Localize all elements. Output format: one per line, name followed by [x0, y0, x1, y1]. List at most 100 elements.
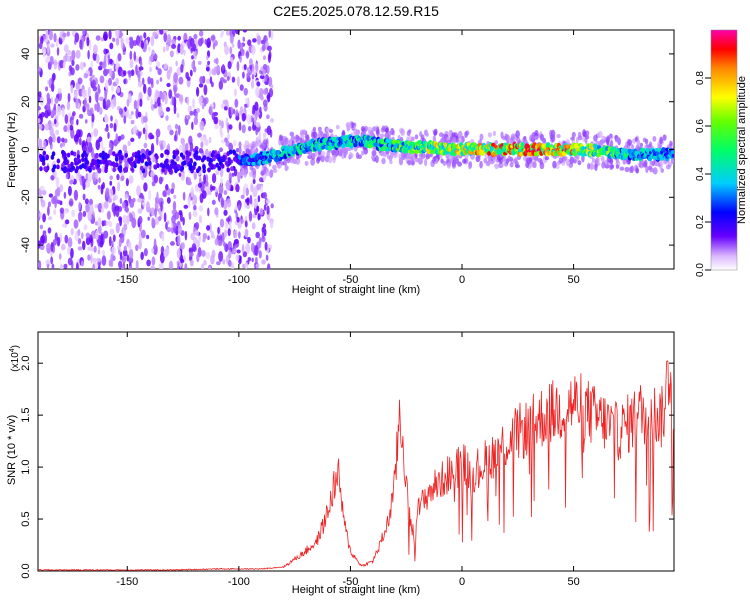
spectrogram-point: [64, 114, 69, 124]
spectrogram-point: [128, 248, 134, 259]
spectrogram-point: [107, 197, 112, 204]
spectrogram-point: [38, 139, 43, 149]
spectrogram-point: [108, 148, 113, 156]
spectrogram-point: [228, 149, 233, 155]
spectrogram-point: [246, 72, 251, 79]
spectrogram-point: [644, 138, 649, 145]
spectrogram-point: [48, 193, 54, 198]
spectrogram-point: [108, 142, 113, 149]
spectrogram-point: [59, 142, 63, 149]
spectrogram-point: [95, 54, 100, 64]
spectrogram-point: [135, 244, 139, 252]
spectrogram-point: [119, 197, 123, 205]
spectrogram-point: [157, 68, 162, 76]
spectrogram-point: [237, 39, 241, 50]
spectrogram-point: [262, 191, 268, 199]
spectrogram-point: [221, 30, 224, 37]
spectrogram-point: [163, 212, 167, 223]
spectrogram-point: [48, 136, 53, 144]
spectrogram-point: [347, 122, 352, 130]
spectrogram-point: [140, 251, 144, 261]
spectrogram-point: [86, 36, 90, 47]
spectrogram-point: [193, 161, 197, 167]
spectrogram-point: [51, 151, 56, 157]
spectrogram-point: [85, 232, 91, 238]
spectrogram-point: [91, 79, 96, 88]
spectrogram-point: [75, 82, 79, 90]
spectrogram-point: [128, 175, 134, 184]
spectrogram-point: [189, 69, 193, 77]
spectrogram-point: [544, 156, 550, 161]
spectrogram-point: [67, 92, 71, 103]
spectrogram-point: [458, 137, 462, 142]
spectrogram-point: [178, 172, 182, 177]
colorbar-tick-label: 0.0: [695, 263, 706, 277]
spectrogram-point: [195, 222, 200, 230]
spectrogram-point: [86, 136, 92, 143]
spectrogram-point: [253, 68, 257, 76]
spectrogram-point: [168, 124, 172, 130]
spectrogram-point: [189, 259, 194, 267]
spectrogram-point: [585, 130, 590, 137]
spectrogram-point: [189, 141, 194, 152]
spectrogram-point: [300, 129, 304, 136]
spectrogram-point: [312, 126, 316, 132]
spectrogram-point: [39, 212, 42, 218]
spectrogram-point: [269, 169, 274, 178]
spectrogram-point: [53, 118, 57, 125]
spectrogram-point: [112, 162, 117, 168]
spectrogram-point: [95, 230, 99, 241]
spectrogram-point: [111, 202, 117, 214]
spectrogram-point: [97, 203, 103, 211]
spectrogram-point: [102, 98, 106, 110]
spectrogram-point: [194, 230, 199, 237]
spectrogram-point: [178, 209, 183, 216]
spectrogram-point: [600, 155, 605, 161]
spectrogram-point: [153, 54, 158, 60]
spectrogram-point: [255, 231, 260, 239]
x-tick-label: -50: [342, 274, 358, 286]
spectrogram-point: [108, 30, 112, 40]
spectrogram-point: [153, 103, 158, 109]
spectrogram-point: [671, 153, 674, 158]
spectrogram-point: [649, 167, 655, 173]
spectrogram-point: [115, 57, 119, 67]
spectrogram-point: [99, 107, 103, 115]
spectrogram-point: [196, 107, 201, 113]
spectrogram-point: [90, 162, 94, 168]
spectrogram-point: [98, 177, 101, 184]
spectrogram-point: [106, 99, 111, 108]
spectrogram-point: [185, 157, 189, 163]
spectrogram-point: [214, 207, 219, 216]
spectrogram-point: [79, 39, 83, 50]
spectrogram-point: [171, 215, 176, 224]
spectrogram-point: [395, 139, 401, 144]
spectrogram-point: [104, 115, 109, 124]
spectrogram-point: [148, 160, 152, 166]
spectrogram-point: [142, 115, 148, 123]
spectrogram-point: [141, 204, 144, 210]
spectrogram-point: [136, 98, 140, 109]
spectrogram-point: [162, 30, 168, 33]
spectrogram-point: [218, 160, 223, 166]
spectrogram-point: [191, 243, 197, 252]
spectrogram-point: [659, 136, 663, 145]
spectrogram-point: [148, 46, 151, 52]
spectrogram-point: [222, 258, 226, 265]
spectrogram-point: [128, 265, 133, 269]
spectrogram-point: [72, 111, 76, 117]
spectrogram-point: [259, 207, 264, 216]
spectrogram-point: [118, 159, 123, 165]
spectrogram-point: [241, 243, 245, 254]
spectrogram-point: [245, 187, 249, 197]
spectrogram-point: [268, 78, 273, 86]
spectrogram-point: [40, 112, 46, 118]
spectrogram-point: [190, 232, 195, 241]
spectrogram-point: [215, 57, 219, 65]
spectrogram-point: [150, 97, 153, 107]
spectrogram-point: [38, 260, 42, 269]
spectrogram-point: [182, 160, 187, 166]
spectrogram-point: [47, 43, 50, 54]
spectrogram-point: [220, 177, 223, 186]
spectrogram-point: [165, 115, 169, 122]
